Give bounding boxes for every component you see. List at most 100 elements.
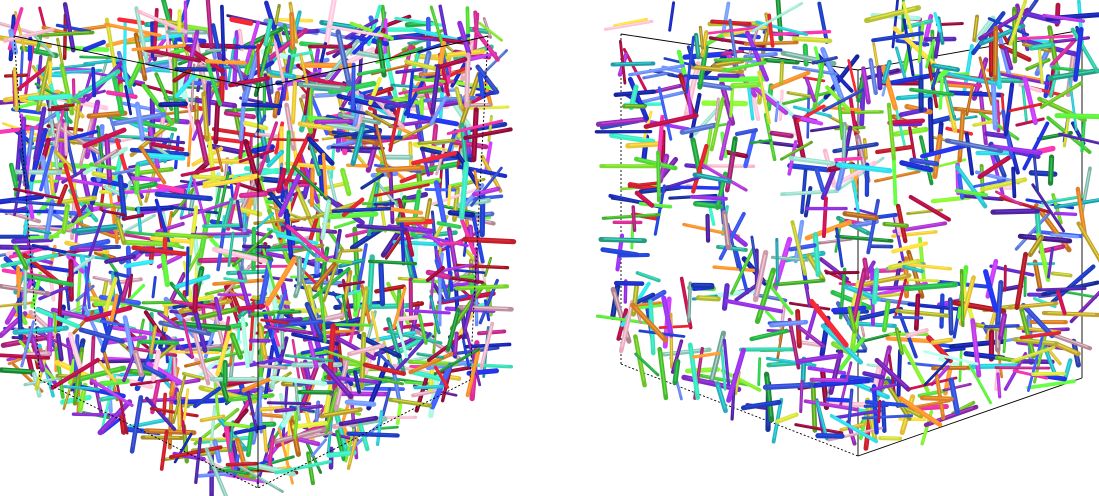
fiber-highlight bbox=[61, 67, 72, 110]
fiber bbox=[869, 383, 898, 392]
fiber-highlight bbox=[874, 297, 916, 305]
fiber-highlight bbox=[453, 286, 483, 326]
fiber-highlight bbox=[440, 264, 470, 271]
fiber-highlight bbox=[207, 0, 212, 44]
fiber-highlight bbox=[244, 56, 252, 78]
fiber-highlight bbox=[1028, 59, 1048, 69]
fiber-highlight bbox=[397, 323, 407, 354]
fiber-highlight bbox=[648, 115, 694, 126]
fiber-highlight bbox=[1077, 191, 1086, 233]
fiber-highlight bbox=[265, 349, 273, 394]
fiber-highlight bbox=[696, 173, 728, 182]
fiber-highlight bbox=[91, 112, 123, 117]
fiber-highlight bbox=[377, 129, 389, 173]
fiber-highlight bbox=[695, 35, 700, 56]
fiber-highlight bbox=[629, 142, 659, 146]
fiber-highlight bbox=[14, 108, 39, 113]
fiber-highlight bbox=[1064, 120, 1069, 144]
fiber bbox=[195, 471, 233, 478]
fiber bbox=[825, 270, 860, 275]
fiber-highlight bbox=[232, 335, 241, 356]
fiber-highlight bbox=[242, 150, 272, 161]
fiber-highlight bbox=[659, 156, 667, 180]
fiber-highlight bbox=[338, 129, 378, 137]
fiber-highlight bbox=[59, 24, 88, 31]
fiber-highlight bbox=[402, 35, 434, 40]
fiber-highlight bbox=[174, 446, 218, 457]
fiber-highlight bbox=[991, 18, 1026, 34]
fiber-highlight bbox=[39, 309, 76, 326]
fiber-highlight bbox=[752, 139, 770, 143]
fiber-highlight bbox=[392, 399, 428, 406]
fiber-highlight bbox=[1060, 114, 1099, 117]
fiber-highlight bbox=[319, 158, 323, 192]
fiber-highlight bbox=[102, 320, 123, 325]
fiber-highlight bbox=[872, 383, 895, 390]
fiber-highlight bbox=[298, 156, 306, 179]
fiber-highlight bbox=[304, 345, 332, 353]
fiber-highlight bbox=[1005, 86, 1013, 131]
fiber-highlight bbox=[456, 269, 483, 273]
bounding-box-wireframe bbox=[13, 35, 489, 489]
fiber-highlight bbox=[674, 361, 679, 382]
fiber-highlight bbox=[46, 202, 53, 234]
fiber-highlight bbox=[310, 139, 332, 162]
fiber bbox=[99, 319, 125, 327]
fiber-highlight bbox=[878, 349, 890, 392]
fiber-highlight bbox=[295, 333, 335, 343]
fiber-highlight bbox=[961, 273, 964, 322]
fiber-highlight bbox=[439, 222, 459, 227]
fiber-highlight bbox=[865, 372, 882, 378]
fiber-highlight bbox=[348, 401, 373, 405]
fiber bbox=[3, 27, 55, 43]
fiber-highlight bbox=[805, 281, 810, 304]
fiber bbox=[973, 178, 1006, 188]
fiber-highlight bbox=[124, 319, 134, 358]
fiber-highlight bbox=[158, 223, 182, 232]
fiber-highlight bbox=[106, 22, 116, 70]
fiber-highlight bbox=[853, 381, 886, 397]
fiber-highlight bbox=[85, 269, 90, 305]
fiber-highlight bbox=[913, 264, 948, 269]
fiber-highlight bbox=[814, 236, 819, 272]
fiber-highlight bbox=[32, 132, 46, 176]
fiber bbox=[368, 259, 418, 266]
fiber-highlight bbox=[246, 24, 258, 60]
fiber-highlight bbox=[1075, 31, 1082, 76]
fiber-highlight bbox=[76, 225, 118, 231]
fiber-highlight bbox=[16, 65, 48, 91]
fiber-highlight bbox=[75, 367, 121, 381]
fiber-highlight bbox=[1003, 329, 1006, 350]
fiber-highlight bbox=[246, 144, 261, 190]
fiber bbox=[1053, 211, 1078, 217]
fiber-highlight bbox=[213, 241, 243, 273]
fiber-highlight bbox=[934, 64, 957, 70]
fiber-highlight bbox=[270, 401, 308, 404]
fiber bbox=[713, 57, 753, 62]
fiber bbox=[779, 140, 813, 161]
fiber-highlight bbox=[49, 63, 52, 82]
fiber-highlight bbox=[193, 180, 206, 222]
fiber-highlight bbox=[0, 195, 39, 203]
fiber-highlight bbox=[635, 338, 645, 382]
fiber-highlight bbox=[295, 422, 324, 427]
fiber-highlight bbox=[966, 195, 1000, 199]
fiber-highlight bbox=[354, 231, 359, 275]
fiber-highlight bbox=[975, 364, 1016, 367]
fiber-highlight bbox=[459, 285, 504, 289]
fiber-highlight bbox=[864, 140, 867, 157]
fiber bbox=[417, 138, 456, 146]
fiber-highlight bbox=[870, 61, 877, 91]
fiber-highlight bbox=[228, 169, 275, 179]
fiber-highlight bbox=[244, 56, 257, 99]
fiber bbox=[274, 459, 332, 475]
fiber-highlight bbox=[126, 183, 154, 190]
fiber-highlight bbox=[287, 134, 290, 168]
fiber-highlight bbox=[343, 249, 361, 251]
fiber-highlight bbox=[995, 145, 1038, 153]
fiber-highlight bbox=[604, 248, 635, 255]
fiber-highlight bbox=[717, 58, 749, 60]
fiber-highlight bbox=[440, 7, 447, 36]
fiber bbox=[210, 466, 250, 476]
fiber-highlight bbox=[245, 376, 273, 390]
